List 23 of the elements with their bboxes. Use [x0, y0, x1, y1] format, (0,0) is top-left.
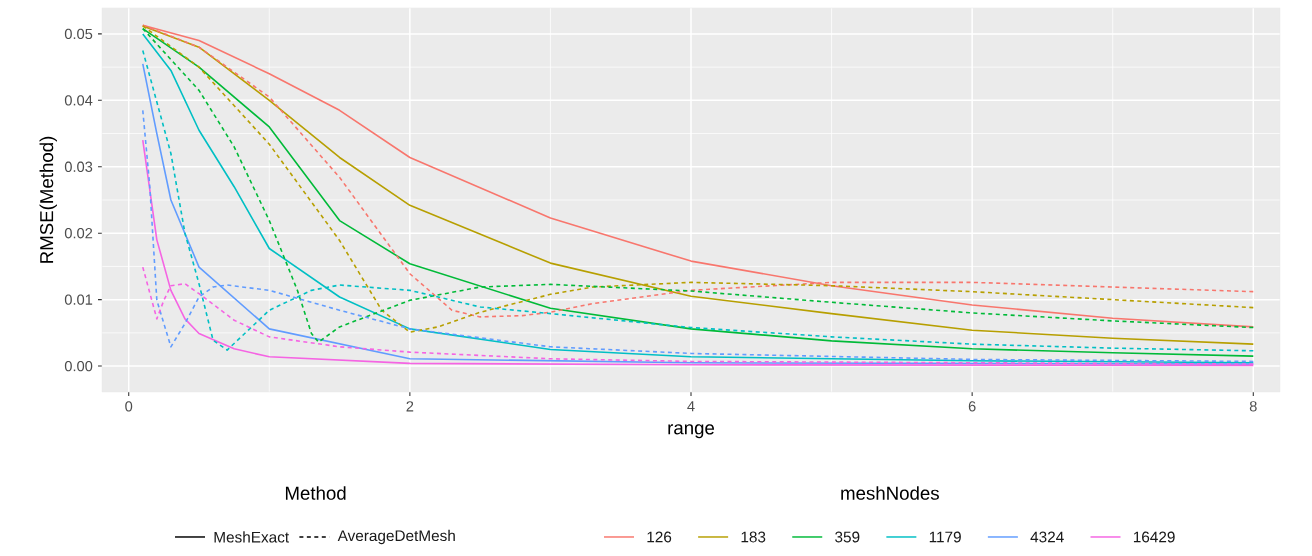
text: Method — [285, 486, 346, 500]
x-tick-label: 0 — [125, 401, 133, 412]
legend-label: 4324 — [1030, 531, 1064, 543]
legend-label: 1179 — [929, 531, 961, 543]
x-axis-title: range — [668, 424, 715, 439]
y-tick-label: 0.03 — [64, 161, 93, 172]
legend-title: meshNodes — [841, 486, 939, 500]
y-axis-title: RMSE(Method) — [39, 136, 57, 263]
legend-label: 126 — [647, 531, 672, 543]
y-tick-label: 0.05 — [64, 28, 93, 40]
x-tick-label: 2 — [406, 401, 414, 412]
legend-label: 16429 — [1133, 531, 1175, 543]
legend-label: 359 — [835, 531, 860, 543]
y-tick-label: 0.04 — [64, 95, 93, 106]
y-tick-label: 0.00 — [64, 360, 93, 372]
y-tick-label: 0.02 — [64, 228, 93, 239]
legend-label: 183 — [741, 531, 766, 543]
x-tick-label: 8 — [1249, 401, 1257, 412]
text: AverageDetMesh — [337, 529, 455, 545]
x-tick-label: 6 — [968, 401, 976, 412]
text: MeshExact — [214, 531, 289, 543]
x-tick-label: 4 — [687, 401, 695, 412]
y-tick-label: 0.01 — [64, 294, 93, 305]
